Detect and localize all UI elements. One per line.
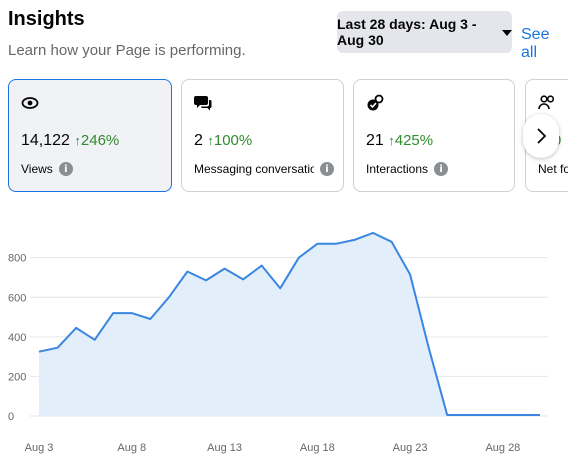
data-point[interactable] (515, 409, 527, 421)
data-point[interactable] (274, 282, 286, 294)
date-range-dropdown[interactable]: Last 28 days: Aug 3 - Aug 30 (337, 11, 512, 53)
metric-value: 21 ↑425% (366, 132, 433, 150)
metric-label: Interactions i (366, 162, 449, 176)
x-tick-label: Aug 23 (393, 442, 428, 454)
metric-label: Views i (21, 162, 73, 176)
data-point[interactable] (144, 313, 156, 325)
data-point[interactable] (219, 263, 231, 275)
y-tick-label: 400 (8, 332, 26, 344)
data-point[interactable] (423, 342, 435, 354)
up-arrow-icon: ↑ (74, 133, 81, 148)
data-point[interactable] (460, 409, 472, 421)
y-tick-label: 800 (8, 253, 26, 265)
data-point[interactable] (237, 273, 249, 285)
metric-card-interactions[interactable]: 21 ↑425% Interactions i (353, 79, 515, 192)
data-point[interactable] (293, 252, 305, 264)
data-point[interactable] (89, 334, 101, 346)
data-point[interactable] (330, 238, 342, 250)
chevron-right-icon (537, 128, 547, 144)
data-point[interactable] (404, 268, 416, 280)
up-arrow-icon: ↑ (388, 133, 395, 148)
data-point[interactable] (52, 342, 64, 354)
info-icon[interactable]: i (58, 162, 73, 176)
x-tick-label: Aug 13 (207, 442, 242, 454)
x-tick-label: Aug 18 (300, 442, 335, 454)
page-title: Insights (8, 8, 85, 30)
views-chart: 0 200 400 600 800 Aug 3 Aug 8 Aug 13 Aug 18 Aug 2… (8, 227, 548, 454)
data-point[interactable] (33, 346, 45, 358)
y-tick-label: 200 (8, 371, 26, 383)
data-point[interactable] (256, 260, 268, 272)
metric-value: 14,122 ↑246% (21, 132, 119, 150)
metric-card-messaging[interactable]: 2 ↑100% Messaging conversations started … (181, 79, 344, 192)
series-area (39, 232, 540, 416)
metric-label: Messaging conversations started i (194, 162, 334, 176)
metric-change: 246% (80, 132, 120, 149)
data-point[interactable] (200, 274, 212, 286)
metric-value: 2 ↑100% (194, 132, 252, 150)
metric-card-views[interactable]: 14,122 ↑246% Views i (8, 79, 172, 192)
metric-number: 21 (366, 132, 384, 149)
data-point[interactable] (163, 291, 175, 303)
x-tick-label: Aug 28 (485, 442, 520, 454)
y-tick-label: 0 (8, 411, 14, 423)
data-point[interactable] (70, 322, 82, 334)
x-tick-label: Aug 8 (117, 442, 146, 454)
metric-label: Net fol (538, 162, 568, 176)
data-point[interactable] (126, 307, 138, 319)
metric-number: 14,122 (21, 132, 70, 149)
caret-down-icon (502, 29, 512, 36)
data-point[interactable] (386, 236, 398, 248)
data-point[interactable] (497, 409, 509, 421)
metric-change: 100% (213, 132, 253, 149)
data-point[interactable] (534, 409, 546, 421)
data-point[interactable] (107, 307, 119, 319)
metric-label-text: Net fol (538, 162, 568, 176)
data-point[interactable] (348, 234, 360, 246)
metric-label-text: Interactions (366, 162, 429, 176)
up-arrow-icon: ↑ (207, 133, 214, 148)
info-icon[interactable]: i (320, 162, 334, 176)
chat-bubbles-icon (194, 96, 212, 111)
data-point[interactable] (441, 409, 453, 421)
metric-label-text: Messaging conversations started (194, 162, 314, 176)
interactions-icon (367, 94, 384, 111)
people-icon (538, 95, 555, 110)
series-line (38, 231, 540, 416)
see-all-link[interactable]: See all (521, 26, 550, 61)
data-point[interactable] (311, 238, 323, 250)
date-range-label: Last 28 days: Aug 3 - Aug 30 (337, 16, 477, 48)
y-tick-label: 600 (8, 292, 26, 304)
next-cards-button[interactable] (523, 114, 559, 158)
page-subtitle: Learn how your Page is performing. (8, 42, 246, 59)
metric-number: 2 (194, 132, 203, 149)
data-point[interactable] (367, 227, 379, 239)
x-tick-label: Aug 3 (25, 442, 54, 454)
info-icon[interactable]: i (434, 162, 449, 176)
metric-label-text: Views (21, 162, 53, 176)
metric-change: 425% (394, 132, 434, 149)
data-point[interactable] (181, 266, 193, 278)
eye-icon (21, 97, 39, 109)
data-point[interactable] (478, 409, 490, 421)
